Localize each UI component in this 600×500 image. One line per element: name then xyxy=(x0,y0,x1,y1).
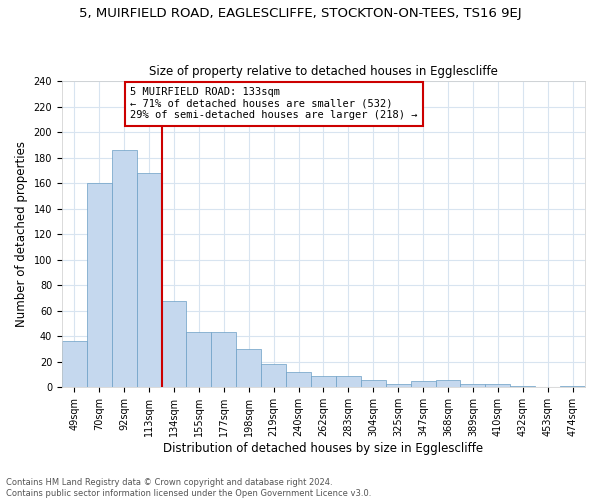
Bar xyxy=(261,364,286,388)
Bar xyxy=(236,349,261,388)
Bar xyxy=(187,332,211,388)
Bar xyxy=(112,150,137,388)
Bar xyxy=(137,173,161,388)
Bar xyxy=(436,380,460,388)
Bar xyxy=(560,386,585,388)
Bar xyxy=(336,376,361,388)
Bar xyxy=(386,384,410,388)
X-axis label: Distribution of detached houses by size in Egglescliffe: Distribution of detached houses by size … xyxy=(163,442,484,455)
Bar xyxy=(510,386,535,388)
Text: 5, MUIRFIELD ROAD, EAGLESCLIFFE, STOCKTON-ON-TEES, TS16 9EJ: 5, MUIRFIELD ROAD, EAGLESCLIFFE, STOCKTO… xyxy=(79,8,521,20)
Bar xyxy=(311,376,336,388)
Bar xyxy=(286,372,311,388)
Title: Size of property relative to detached houses in Egglescliffe: Size of property relative to detached ho… xyxy=(149,66,498,78)
Bar xyxy=(161,300,187,388)
Text: 5 MUIRFIELD ROAD: 133sqm
← 71% of detached houses are smaller (532)
29% of semi-: 5 MUIRFIELD ROAD: 133sqm ← 71% of detach… xyxy=(130,87,418,120)
Bar xyxy=(62,342,87,388)
Bar xyxy=(460,384,485,388)
Bar xyxy=(211,332,236,388)
Y-axis label: Number of detached properties: Number of detached properties xyxy=(15,141,28,327)
Bar xyxy=(485,384,510,388)
Text: Contains HM Land Registry data © Crown copyright and database right 2024.
Contai: Contains HM Land Registry data © Crown c… xyxy=(6,478,371,498)
Bar xyxy=(87,183,112,388)
Bar xyxy=(410,381,436,388)
Bar xyxy=(361,380,386,388)
